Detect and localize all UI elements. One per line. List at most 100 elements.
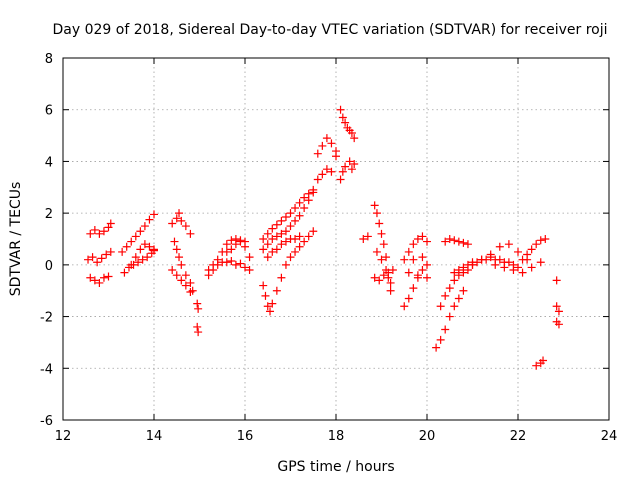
data-point (193, 299, 202, 308)
data-point (370, 273, 379, 282)
x-tick-label: 18 (328, 429, 345, 444)
data-point (150, 245, 158, 254)
data-point (268, 247, 277, 256)
x-tick-label: 20 (419, 429, 436, 444)
data-point (338, 167, 347, 176)
series-s30 (436, 260, 477, 311)
y-tick-label: 6 (45, 104, 53, 119)
data-point (450, 268, 459, 277)
series-s23 (370, 201, 395, 295)
series-s2 (84, 247, 115, 267)
data-point (432, 343, 441, 352)
series-s35 (518, 235, 550, 264)
data-point (186, 288, 195, 297)
data-point (291, 247, 300, 256)
series-s29 (432, 286, 468, 352)
data-point (241, 242, 249, 251)
data-point (486, 250, 495, 259)
data-point (106, 247, 115, 256)
data-point (341, 118, 350, 127)
data-point (95, 229, 104, 238)
data-point (418, 232, 427, 241)
data-point (350, 134, 359, 143)
data-point (134, 258, 143, 267)
data-point (388, 266, 397, 275)
data-point (131, 232, 140, 241)
data-point (277, 216, 286, 225)
data-point (552, 302, 561, 311)
data-point (450, 302, 459, 311)
y-tick-label: 0 (45, 259, 53, 274)
data-point (295, 198, 304, 207)
data-point (309, 185, 318, 194)
y-tick-label: -2 (40, 311, 53, 326)
data-point (106, 219, 115, 228)
data-point (236, 237, 245, 246)
data-point (102, 250, 111, 259)
data-point (281, 260, 290, 269)
data-point (241, 263, 249, 272)
y-tick-label: 4 (45, 155, 53, 170)
data-point (245, 266, 254, 275)
data-point (527, 263, 536, 272)
data-point (386, 278, 395, 287)
data-point (281, 237, 290, 246)
data-point (468, 260, 477, 269)
data-point (286, 253, 295, 262)
data-point (272, 232, 281, 241)
data-point (295, 242, 304, 251)
data-point (491, 260, 500, 269)
data-point (327, 139, 336, 148)
series-s6 (127, 240, 158, 269)
data-point (500, 263, 509, 272)
data-point (181, 281, 190, 290)
data-point (84, 255, 93, 264)
x-tick-label: 14 (146, 429, 163, 444)
data-point (181, 222, 190, 231)
data-point (509, 266, 518, 275)
data-point (175, 253, 184, 262)
data-point (372, 247, 381, 256)
data-point (336, 175, 345, 184)
data-point (359, 235, 368, 243)
data-point (131, 253, 140, 262)
data-point (413, 235, 422, 243)
data-point (177, 276, 186, 285)
data-point (459, 286, 468, 295)
data-point (523, 250, 532, 259)
data-point (441, 237, 450, 246)
data-point (318, 170, 327, 179)
data-point (268, 235, 277, 243)
data-point (186, 229, 195, 238)
data-point (532, 361, 541, 370)
y-tick-labels: -6 -4 -2 0 2 4 6 8 (40, 52, 53, 429)
series-s9 (168, 266, 195, 297)
data-point (263, 302, 272, 311)
data-point (445, 235, 454, 243)
series-s28 (404, 253, 431, 282)
data-point (532, 240, 541, 249)
data-point (377, 229, 386, 238)
series-s21 (336, 157, 359, 184)
y-tick-label: 8 (45, 52, 53, 67)
data-point (231, 240, 240, 249)
data-point (222, 240, 231, 249)
data-point (194, 328, 203, 337)
data-point (536, 258, 545, 267)
x-tick-label: 22 (510, 429, 527, 444)
data-point (268, 299, 277, 308)
data-point (332, 152, 340, 161)
series-s32 (441, 235, 472, 249)
x-tick-label: 16 (237, 429, 254, 444)
data-point (338, 113, 347, 122)
data-point (120, 268, 129, 277)
data-point (504, 258, 513, 267)
data-point (122, 242, 131, 251)
data-point (495, 242, 504, 251)
y-tick-label: 2 (45, 207, 53, 222)
data-point (140, 240, 149, 249)
data-point (382, 253, 391, 262)
data-point (99, 227, 108, 236)
data-point (272, 220, 281, 229)
data-point (384, 268, 393, 277)
